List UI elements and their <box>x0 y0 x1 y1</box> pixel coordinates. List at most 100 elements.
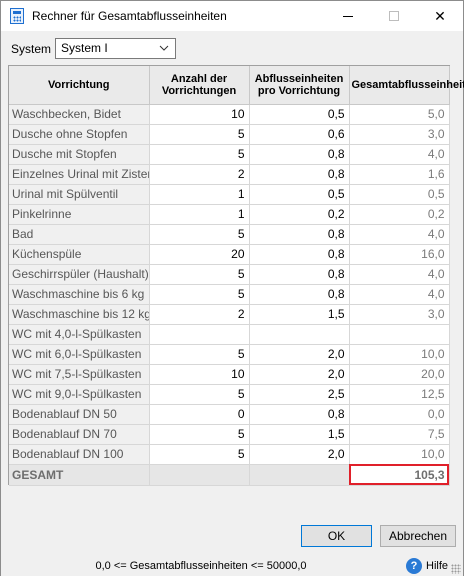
table-header-row: Vorrichtung Anzahl der Vorrichtungen Abf… <box>9 66 464 105</box>
cancel-button[interactable]: Abbrechen <box>380 525 456 547</box>
fixture-name-cell: Küchenspüle <box>9 244 150 265</box>
table-row: WC mit 7,5-l-Spülkasten 10 2,0 20,0 <box>9 364 450 385</box>
close-icon: ✕ <box>434 7 446 24</box>
system-label: System <box>11 42 52 56</box>
table-row: Waschmaschine bis 12 kg 2 1,5 3,0 <box>9 304 450 325</box>
units-per-fixture-cell[interactable]: 0,8 <box>249 404 350 425</box>
fixture-name-cell: Waschmaschine bis 12 kg <box>9 304 150 325</box>
count-input-cell[interactable]: 10 <box>149 364 250 385</box>
minimize-icon <box>343 15 353 17</box>
resize-grip[interactable] <box>451 564 461 574</box>
row-total-cell: 10,0 <box>349 444 450 465</box>
count-input-cell[interactable]: 5 <box>149 284 250 305</box>
fixture-name-cell: WC mit 4,0-l-Spülkasten <box>9 324 150 345</box>
range-status-text: 0,0 <= Gesamtabflusseinheiten <= 50000,0 <box>95 560 307 572</box>
count-input-cell[interactable]: 1 <box>149 184 250 205</box>
row-total-cell: 4,0 <box>349 224 450 245</box>
fixture-name-cell: Dusche ohne Stopfen <box>9 124 150 145</box>
count-input-cell[interactable]: 2 <box>149 164 250 185</box>
count-input-cell[interactable]: 10 <box>149 104 250 125</box>
table-row: Bad 5 0,8 4,0 <box>9 224 450 245</box>
units-per-fixture-cell[interactable]: 1,5 <box>249 304 350 325</box>
header-total-units: Gesamtabflusseinheiten <box>349 66 464 105</box>
table-row: Waschbecken, Bidet 10 0,5 5,0 <box>9 104 450 125</box>
fixture-name-cell: WC mit 7,5-l-Spülkasten <box>9 364 150 385</box>
units-per-fixture-cell[interactable]: 0,8 <box>249 164 350 185</box>
total-empty-cell <box>249 464 350 486</box>
units-per-fixture-cell[interactable]: 0,8 <box>249 284 350 305</box>
maximize-button[interactable] <box>371 1 417 31</box>
units-per-fixture-cell[interactable]: 0,8 <box>249 144 350 165</box>
table-row: Waschmaschine bis 6 kg 5 0,8 4,0 <box>9 284 450 305</box>
help-link[interactable]: Hilfe <box>426 560 449 572</box>
fixture-name-cell: Einzelnes Urinal mit Zisterne <box>9 164 150 185</box>
fixture-name-cell: Waschmaschine bis 6 kg <box>9 284 150 305</box>
units-per-fixture-cell[interactable]: 0,2 <box>249 204 350 225</box>
table-row: WC mit 9,0-l-Spülkasten 5 2,5 12,5 <box>9 384 450 405</box>
count-input-cell[interactable]: 5 <box>149 384 250 405</box>
row-total-cell: 1,6 <box>349 164 450 185</box>
row-total-cell: 0,2 <box>349 204 450 225</box>
chevron-down-icon <box>159 45 169 51</box>
minimize-button[interactable] <box>325 1 371 31</box>
count-input-cell[interactable]: 5 <box>149 444 250 465</box>
row-total-cell: 7,5 <box>349 424 450 445</box>
units-per-fixture-cell[interactable] <box>249 324 350 345</box>
table-row: Geschirrspüler (Haushalt) 5 0,8 4,0 <box>9 264 450 285</box>
units-per-fixture-cell[interactable]: 2,0 <box>249 364 350 385</box>
ok-button[interactable]: OK <box>301 525 372 547</box>
total-row: GESAMT 105,3 <box>9 464 450 486</box>
table-row: Bodenablauf DN 70 5 1,5 7,5 <box>9 424 450 445</box>
table-row: Urinal mit Spülventil 1 0,5 0,5 <box>9 184 450 205</box>
title-bar: Rechner für Gesamtabflusseinheiten ✕ <box>1 1 463 31</box>
count-input-cell[interactable]: 5 <box>149 424 250 445</box>
row-total-cell: 4,0 <box>349 144 450 165</box>
count-input-cell[interactable] <box>149 324 250 345</box>
row-total-cell: 0,5 <box>349 184 450 205</box>
units-per-fixture-cell[interactable]: 0,5 <box>249 184 350 205</box>
fixture-name-cell: Waschbecken, Bidet <box>9 104 150 125</box>
row-total-cell: 0,0 <box>349 404 450 425</box>
total-label: GESAMT <box>9 464 150 486</box>
fixture-name-cell: Geschirrspüler (Haushalt) <box>9 264 150 285</box>
units-per-fixture-cell[interactable]: 2,0 <box>249 444 350 465</box>
row-total-cell: 10,0 <box>349 344 450 365</box>
fixture-name-cell: Bodenablauf DN 50 <box>9 404 150 425</box>
count-input-cell[interactable]: 5 <box>149 264 250 285</box>
units-per-fixture-cell[interactable]: 1,5 <box>249 424 350 445</box>
close-button[interactable]: ✕ <box>417 1 463 31</box>
units-per-fixture-cell[interactable]: 0,5 <box>249 104 350 125</box>
table-row: WC mit 4,0-l-Spülkasten <box>9 324 450 345</box>
units-per-fixture-cell[interactable]: 0,8 <box>249 224 350 245</box>
table-row: Küchenspüle 20 0,8 16,0 <box>9 244 450 265</box>
count-input-cell[interactable]: 5 <box>149 224 250 245</box>
count-input-cell[interactable]: 5 <box>149 124 250 145</box>
total-empty-cell <box>149 464 250 486</box>
row-total-cell: 4,0 <box>349 264 450 285</box>
count-input-cell[interactable]: 0 <box>149 404 250 425</box>
count-input-cell[interactable]: 2 <box>149 304 250 325</box>
count-input-cell[interactable]: 1 <box>149 204 250 225</box>
count-input-cell[interactable]: 20 <box>149 244 250 265</box>
row-total-cell <box>349 324 450 345</box>
units-per-fixture-cell[interactable]: 0,8 <box>249 244 350 265</box>
units-per-fixture-cell[interactable]: 2,5 <box>249 384 350 405</box>
row-total-cell: 5,0 <box>349 104 450 125</box>
count-input-cell[interactable]: 5 <box>149 144 250 165</box>
table-row: Dusche ohne Stopfen 5 0,6 3,0 <box>9 124 450 145</box>
units-per-fixture-cell[interactable]: 2,0 <box>249 344 350 365</box>
fixture-name-cell: WC mit 6,0-l-Spülkasten <box>9 344 150 365</box>
table-row: Bodenablauf DN 100 5 2,0 10,0 <box>9 444 450 465</box>
units-per-fixture-cell[interactable]: 0,8 <box>249 264 350 285</box>
row-total-cell: 4,0 <box>349 284 450 305</box>
system-select[interactable]: System I <box>55 38 176 59</box>
table-row: Pinkelrinne 1 0,2 0,2 <box>9 204 450 225</box>
fixture-name-cell: Bad <box>9 224 150 245</box>
count-input-cell[interactable]: 5 <box>149 344 250 365</box>
row-total-cell: 16,0 <box>349 244 450 265</box>
window-title: Rechner für Gesamtabflusseinheiten <box>32 9 227 23</box>
row-total-cell: 20,0 <box>349 364 450 385</box>
units-per-fixture-cell[interactable]: 0,6 <box>249 124 350 145</box>
help-icon[interactable]: ? <box>406 558 422 574</box>
